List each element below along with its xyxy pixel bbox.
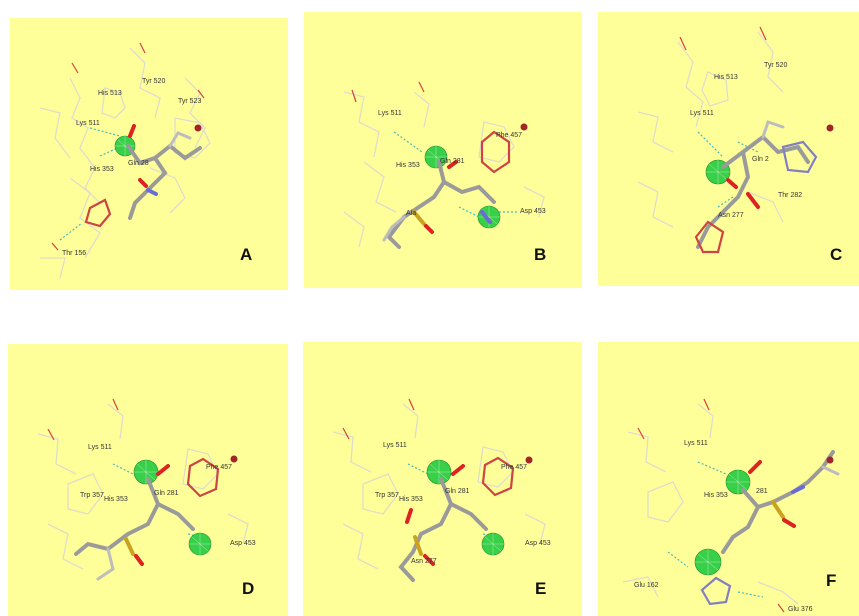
residue-label-his353: His 353 <box>396 162 420 169</box>
residue-label-gln28: Gln 28 <box>128 160 149 167</box>
residue-label-his353: His 353 <box>704 492 728 499</box>
molecule-render-e <box>332 398 546 582</box>
residue-label-gln2: Gln 2 <box>752 156 769 163</box>
residue-label-gln281: Gln 281 <box>154 490 179 497</box>
residue-label-gln281: Gln 281 <box>440 158 465 165</box>
residue-label-his353: His 353 <box>104 496 128 503</box>
panel-b: Lys 511 Phe 457 Gln 281 His 353 Ala Asp … <box>304 12 582 288</box>
residue-label-his513: His 513 <box>714 74 738 81</box>
residue-label-trp357: Trp 357 <box>80 492 104 499</box>
molecule-render-b <box>343 81 545 249</box>
residue-label-asp453: Asp 453 <box>520 208 546 215</box>
residue-label-tyr520: Tyr 520 <box>764 62 788 69</box>
residue-label-phe457: Phe 457 <box>206 464 233 471</box>
molecule-render-f <box>622 398 840 613</box>
panel-letter-f: F <box>826 571 837 590</box>
residue-label-tyr520: Tyr 520 <box>142 78 166 85</box>
residue-label-lys511: Lys 511 <box>684 440 708 447</box>
residue-label-281: 281 <box>756 488 768 495</box>
residue-label-tyr523: Tyr 523 <box>178 98 202 105</box>
molecule-render-d <box>37 398 249 581</box>
residue-label-asn277: Asn 277 <box>411 558 437 565</box>
residue-label-gln281: Gln 281 <box>445 488 470 495</box>
molecule-render-a <box>39 42 211 279</box>
residue-label-his353: His 353 <box>399 496 423 503</box>
panel-letter-b: B <box>534 245 547 264</box>
panel-e: Lys 511 Phe 457 Trp 357 His 353 Gln 281 … <box>303 342 582 616</box>
residue-label-ala: Ala <box>406 210 417 217</box>
residue-label-lys511: Lys 511 <box>88 444 112 451</box>
residue-label-glu162: Glu 162 <box>634 582 659 589</box>
residue-label-his513: His 513 <box>98 90 122 97</box>
panel-f: Lys 511 His 353 281 Glu 162 Glu 376 F <box>598 342 859 616</box>
residue-label-lys511: Lys 511 <box>383 442 407 449</box>
residue-label-lys511: Lys 511 <box>76 120 100 127</box>
residue-label-asp453: Asp 453 <box>230 540 256 547</box>
residue-label-lys511: Lys 511 <box>378 110 402 117</box>
residue-label-phe457: Phe 457 <box>501 464 528 471</box>
residue-label-trp357: Trp 357 <box>375 492 399 499</box>
residue-label-his353: His 353 <box>90 166 114 173</box>
residue-label-asn277: Asn 277 <box>718 212 744 219</box>
panel-d: Lys 511 Phe 457 Trp 357 His 353 Gln 281 … <box>8 344 288 616</box>
molecule-render-c <box>637 26 834 254</box>
panel-a: His 513 Tyr 520 Tyr 523 Lys 511 Gln 28 H… <box>10 18 288 290</box>
residue-label-lys511: Lys 511 <box>690 110 714 117</box>
panel-letter-e: E <box>535 579 547 598</box>
residue-label-thr156: Thr 156 <box>62 250 87 257</box>
residue-label-phe457: Phe 457 <box>496 132 523 139</box>
panel-letter-d: D <box>242 579 255 598</box>
residue-label-glu376: Glu 376 <box>788 606 813 613</box>
panel-letter-c: C <box>830 245 843 264</box>
residue-label-asp453: Asp 453 <box>525 540 551 547</box>
panel-letter-a: A <box>240 245 253 264</box>
residue-label-thr282: Thr 282 <box>778 192 803 199</box>
panel-c: His 513 Tyr 520 Lys 511 Gln 2 Thr 282 As… <box>598 12 859 286</box>
